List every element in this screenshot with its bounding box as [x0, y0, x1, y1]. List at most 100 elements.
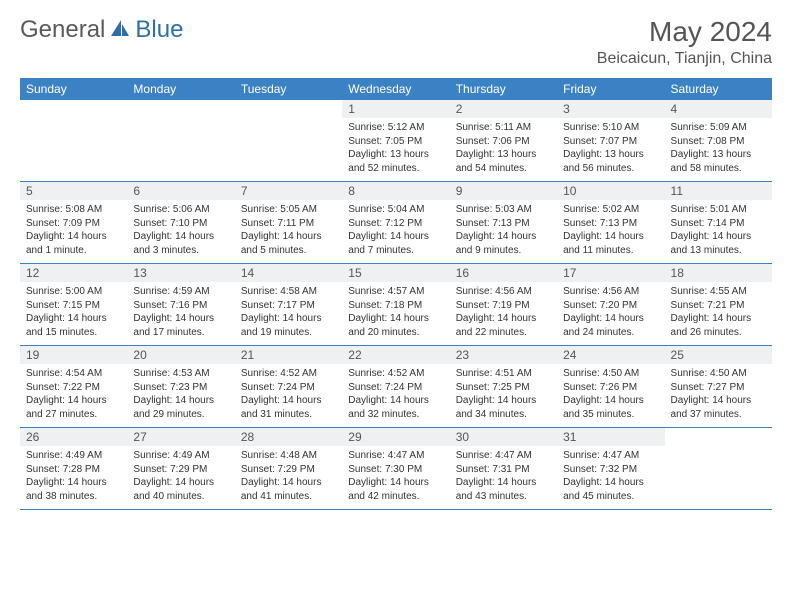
day-number: 21: [235, 346, 342, 364]
day-number: 27: [127, 428, 234, 446]
calendar-cell: 28Sunrise: 4:48 AMSunset: 7:29 PMDayligh…: [235, 428, 342, 510]
daylight-text: Daylight: 14 hours and 43 minutes.: [456, 476, 551, 503]
calendar-cell: 13Sunrise: 4:59 AMSunset: 7:16 PMDayligh…: [127, 264, 234, 346]
day-number: 5: [20, 182, 127, 200]
calendar-cell: 4Sunrise: 5:09 AMSunset: 7:08 PMDaylight…: [665, 100, 772, 182]
daylight-text: Daylight: 14 hours and 3 minutes.: [133, 230, 228, 257]
weekday-header: Friday: [557, 78, 664, 100]
sunrise-text: Sunrise: 5:09 AM: [671, 121, 766, 135]
day-details: Sunrise: 4:56 AMSunset: 7:20 PMDaylight:…: [557, 282, 664, 345]
calendar-row: 1Sunrise: 5:12 AMSunset: 7:05 PMDaylight…: [20, 100, 772, 182]
calendar-cell: 31Sunrise: 4:47 AMSunset: 7:32 PMDayligh…: [557, 428, 664, 510]
sunrise-text: Sunrise: 4:49 AM: [133, 449, 228, 463]
sunrise-text: Sunrise: 4:50 AM: [671, 367, 766, 381]
sunrise-text: Sunrise: 4:49 AM: [26, 449, 121, 463]
calendar-cell: 12Sunrise: 5:00 AMSunset: 7:15 PMDayligh…: [20, 264, 127, 346]
day-number: 29: [342, 428, 449, 446]
calendar-cell: 17Sunrise: 4:56 AMSunset: 7:20 PMDayligh…: [557, 264, 664, 346]
day-details: Sunrise: 4:49 AMSunset: 7:29 PMDaylight:…: [127, 446, 234, 509]
day-number: 1: [342, 100, 449, 118]
day-number: 26: [20, 428, 127, 446]
weekday-header: Sunday: [20, 78, 127, 100]
calendar-row: 12Sunrise: 5:00 AMSunset: 7:15 PMDayligh…: [20, 264, 772, 346]
sail-icon: [109, 18, 131, 43]
sunrise-text: Sunrise: 5:12 AM: [348, 121, 443, 135]
daylight-text: Daylight: 14 hours and 17 minutes.: [133, 312, 228, 339]
sunrise-text: Sunrise: 4:50 AM: [563, 367, 658, 381]
sunrise-text: Sunrise: 4:57 AM: [348, 285, 443, 299]
daylight-text: Daylight: 14 hours and 38 minutes.: [26, 476, 121, 503]
sunset-text: Sunset: 7:31 PM: [456, 463, 551, 477]
daylight-text: Daylight: 14 hours and 42 minutes.: [348, 476, 443, 503]
day-details: Sunrise: 4:53 AMSunset: 7:23 PMDaylight:…: [127, 364, 234, 427]
calendar-cell: 27Sunrise: 4:49 AMSunset: 7:29 PMDayligh…: [127, 428, 234, 510]
sunset-text: Sunset: 7:19 PM: [456, 299, 551, 313]
sunset-text: Sunset: 7:16 PM: [133, 299, 228, 313]
day-details: Sunrise: 4:59 AMSunset: 7:16 PMDaylight:…: [127, 282, 234, 345]
day-details: Sunrise: 4:52 AMSunset: 7:24 PMDaylight:…: [235, 364, 342, 427]
sunrise-text: Sunrise: 4:55 AM: [671, 285, 766, 299]
sunrise-text: Sunrise: 4:47 AM: [456, 449, 551, 463]
weekday-header: Thursday: [450, 78, 557, 100]
sunset-text: Sunset: 7:21 PM: [671, 299, 766, 313]
calendar-cell: 22Sunrise: 4:52 AMSunset: 7:24 PMDayligh…: [342, 346, 449, 428]
sunset-text: Sunset: 7:32 PM: [563, 463, 658, 477]
sunset-text: Sunset: 7:05 PM: [348, 135, 443, 149]
page-header: General Blue May 2024 Beicaicun, Tianjin…: [20, 16, 772, 68]
daylight-text: Daylight: 14 hours and 40 minutes.: [133, 476, 228, 503]
daylight-text: Daylight: 14 hours and 9 minutes.: [456, 230, 551, 257]
calendar-cell: 6 Sunrise: 5:06 AMSunset: 7:10 PMDaylight…: [127, 182, 234, 264]
month-title: May 2024: [597, 16, 772, 48]
weekday-header: Saturday: [665, 78, 772, 100]
sunrise-text: Sunrise: 4:51 AM: [456, 367, 551, 381]
day-details: Sunrise: 4:54 AMSunset: 7:22 PMDaylight:…: [20, 364, 127, 427]
day-number: 2: [450, 100, 557, 118]
daylight-text: Daylight: 14 hours and 5 minutes.: [241, 230, 336, 257]
daylight-text: Daylight: 14 hours and 1 minute.: [26, 230, 121, 257]
sunrise-text: Sunrise: 5:11 AM: [456, 121, 551, 135]
sunrise-text: Sunrise: 5:06 AM: [133, 203, 228, 217]
calendar-cell: 29Sunrise: 4:47 AMSunset: 7:30 PMDayligh…: [342, 428, 449, 510]
sunset-text: Sunset: 7:14 PM: [671, 217, 766, 231]
calendar-cell: 25Sunrise: 4:50 AMSunset: 7:27 PMDayligh…: [665, 346, 772, 428]
daylight-text: Daylight: 14 hours and 15 minutes.: [26, 312, 121, 339]
day-number: 6: [127, 182, 234, 200]
sunrise-text: Sunrise: 5:02 AM: [563, 203, 658, 217]
daylight-text: Daylight: 14 hours and 27 minutes.: [26, 394, 121, 421]
calendar-cell: 14Sunrise: 4:58 AMSunset: 7:17 PMDayligh…: [235, 264, 342, 346]
daylight-text: Daylight: 14 hours and 32 minutes.: [348, 394, 443, 421]
calendar-row: 5Sunrise: 5:08 AMSunset: 7:09 PMDaylight…: [20, 182, 772, 264]
sunset-text: Sunset: 7:24 PM: [348, 381, 443, 395]
sunset-text: Sunset: 7:20 PM: [563, 299, 658, 313]
sunrise-text: Sunrise: 4:47 AM: [563, 449, 658, 463]
sunset-text: Sunset: 7:29 PM: [133, 463, 228, 477]
day-number: 22: [342, 346, 449, 364]
sunset-text: Sunset: 7:24 PM: [241, 381, 336, 395]
sunrise-text: Sunrise: 4:56 AM: [456, 285, 551, 299]
day-details: Sunrise: 4:47 AMSunset: 7:32 PMDaylight:…: [557, 446, 664, 509]
sunrise-text: Sunrise: 5:05 AM: [241, 203, 336, 217]
calendar-cell: 20Sunrise: 4:53 AMSunset: 7:23 PMDayligh…: [127, 346, 234, 428]
day-details: Sunrise: 4:50 AMSunset: 7:27 PMDaylight:…: [665, 364, 772, 427]
calendar-cell: 9Sunrise: 5:03 AMSunset: 7:13 PMDaylight…: [450, 182, 557, 264]
day-details: Sunrise: 4:57 AMSunset: 7:18 PMDaylight:…: [342, 282, 449, 345]
calendar-cell: 10Sunrise: 5:02 AMSunset: 7:13 PMDayligh…: [557, 182, 664, 264]
day-details: Sunrise: 5:01 AMSunset: 7:14 PMDaylight:…: [665, 200, 772, 263]
daylight-text: Daylight: 14 hours and 22 minutes.: [456, 312, 551, 339]
daylight-text: Daylight: 14 hours and 11 minutes.: [563, 230, 658, 257]
sunrise-text: Sunrise: 4:47 AM: [348, 449, 443, 463]
day-details: Sunrise: 5:10 AMSunset: 7:07 PMDaylight:…: [557, 118, 664, 181]
calendar-cell: 3Sunrise: 5:10 AMSunset: 7:07 PMDaylight…: [557, 100, 664, 182]
day-number: 16: [450, 264, 557, 282]
calendar-cell: 16 Sunrise: 4:56 AMSunset: 7:19 PMDayligh…: [450, 264, 557, 346]
sunset-text: Sunset: 7:10 PM: [133, 217, 228, 231]
day-details: Sunrise: 4:58 AMSunset: 7:17 PMDaylight:…: [235, 282, 342, 345]
calendar-cell: 30Sunrise: 4:47 AMSunset: 7:31 PMDayligh…: [450, 428, 557, 510]
daylight-text: Daylight: 14 hours and 29 minutes.: [133, 394, 228, 421]
daylight-text: Daylight: 14 hours and 41 minutes.: [241, 476, 336, 503]
sunrise-text: Sunrise: 4:59 AM: [133, 285, 228, 299]
daylight-text: Daylight: 14 hours and 45 minutes.: [563, 476, 658, 503]
sunset-text: Sunset: 7:26 PM: [563, 381, 658, 395]
day-number: 24: [557, 346, 664, 364]
calendar-cell: 7Sunrise: 5:05 AMSunset: 7:11 PMDaylight…: [235, 182, 342, 264]
